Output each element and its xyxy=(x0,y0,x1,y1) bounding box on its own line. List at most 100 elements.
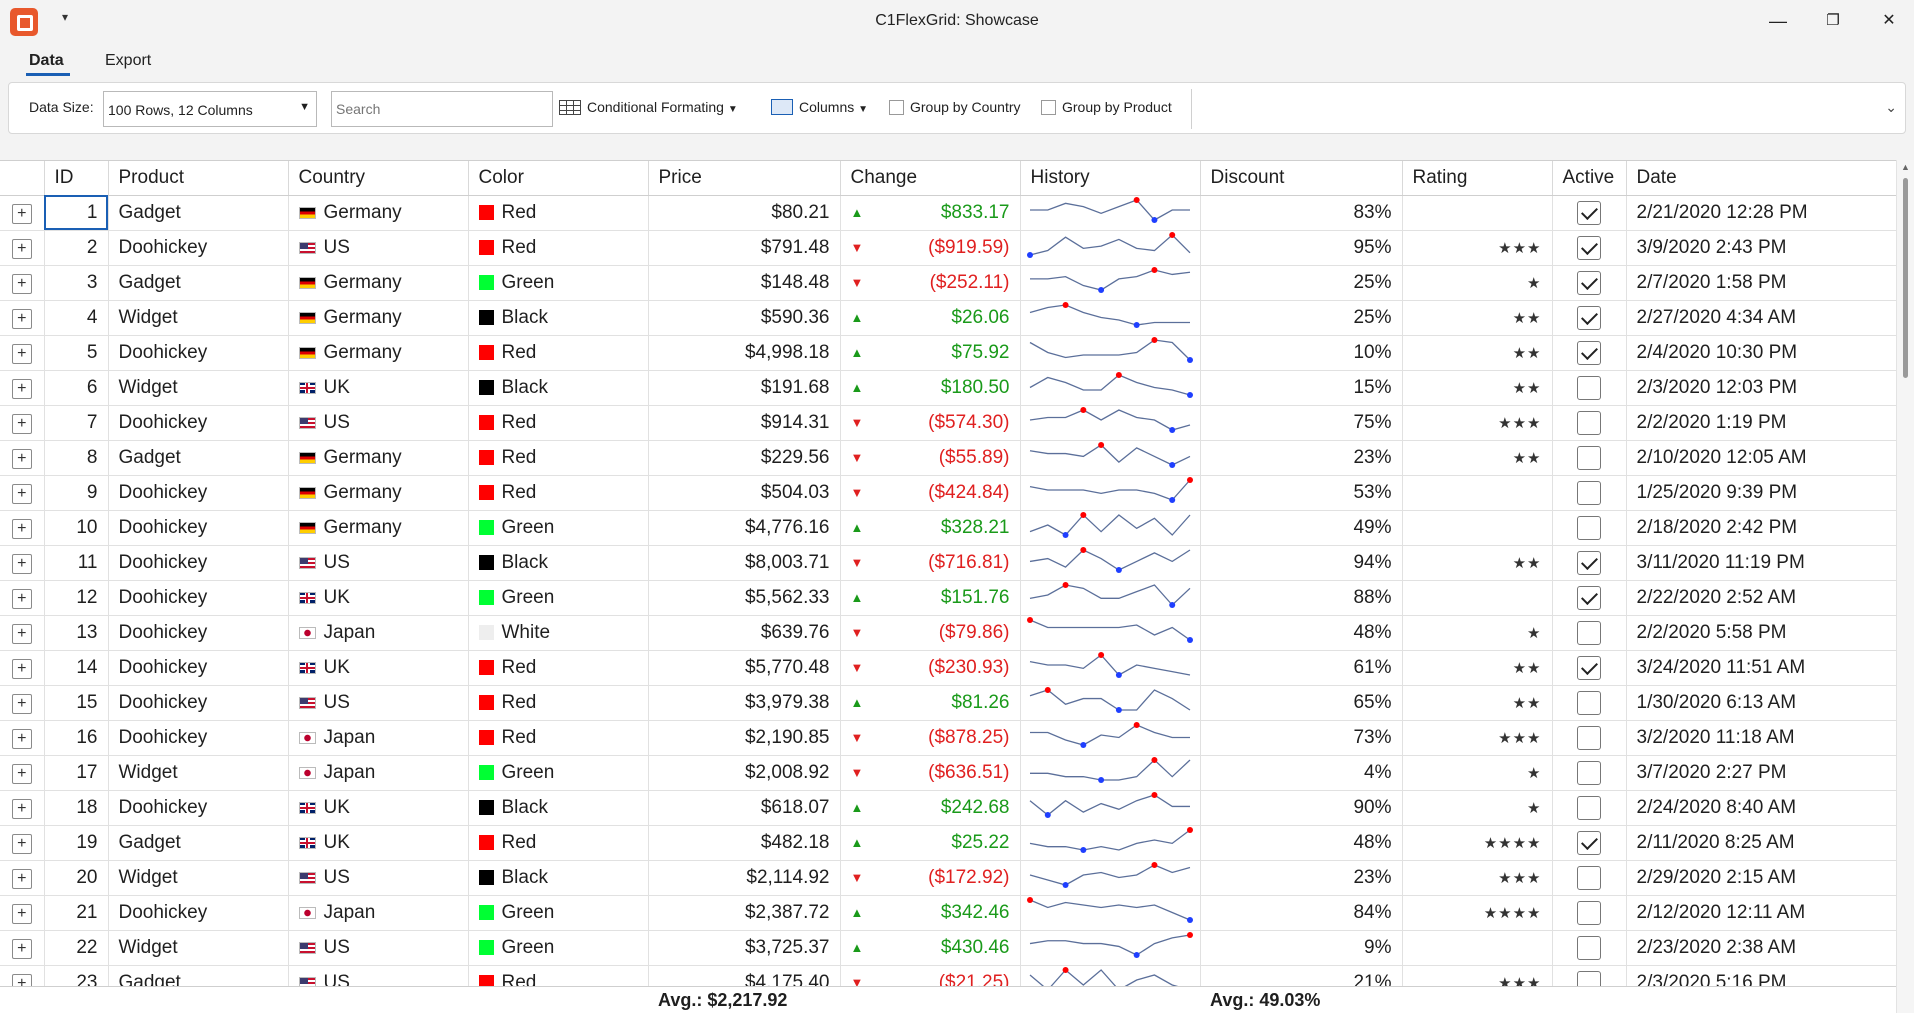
product-cell[interactable]: Widget xyxy=(108,755,289,791)
active-checkbox[interactable] xyxy=(1577,550,1601,575)
change-cell[interactable]: ▲ $242.68 xyxy=(840,790,1021,826)
product-cell[interactable]: Doohickey xyxy=(108,580,289,616)
row-expand-cell[interactable]: + xyxy=(0,545,45,581)
row-expand-cell[interactable]: + xyxy=(0,440,45,476)
change-cell[interactable]: ▼ ($878.25) xyxy=(840,720,1021,756)
column-header-country[interactable]: Country xyxy=(288,161,469,196)
active-cell[interactable] xyxy=(1552,685,1627,721)
color-cell[interactable]: Red xyxy=(468,230,649,266)
change-cell[interactable]: ▲ $342.46 xyxy=(840,895,1021,931)
active-checkbox[interactable] xyxy=(1577,410,1601,435)
search-input[interactable] xyxy=(331,91,553,127)
scroll-up-icon[interactable]: ▲ xyxy=(1901,162,1910,172)
flex-grid[interactable]: ID Product Country Color Price Change Hi… xyxy=(0,160,1914,1013)
expand-row-icon[interactable]: + xyxy=(11,343,32,364)
country-cell[interactable]: Japan xyxy=(288,895,469,931)
id-cell[interactable]: 19 xyxy=(44,825,109,861)
active-checkbox[interactable] xyxy=(1577,585,1601,610)
date-cell[interactable]: 3/11/2020 11:19 PM xyxy=(1626,545,1897,581)
country-cell[interactable]: Germany xyxy=(288,475,469,511)
active-cell[interactable] xyxy=(1552,650,1627,686)
date-cell[interactable]: 1/30/2020 6:13 AM xyxy=(1626,685,1897,721)
product-cell[interactable]: Widget xyxy=(108,930,289,966)
id-cell[interactable]: 7 xyxy=(44,405,109,441)
change-cell[interactable]: ▲ $151.76 xyxy=(840,580,1021,616)
change-cell[interactable]: ▼ ($716.81) xyxy=(840,545,1021,581)
country-cell[interactable]: US xyxy=(288,685,469,721)
date-cell[interactable]: 2/18/2020 2:42 PM xyxy=(1626,510,1897,546)
rating-cell[interactable] xyxy=(1402,930,1553,966)
product-cell[interactable]: Doohickey xyxy=(108,615,289,651)
table-row[interactable]: +15 Doohickey US Red $3,979.38 ▲ $81.26 65% ★★ 1/… xyxy=(0,685,1897,721)
product-cell[interactable]: Doohickey xyxy=(108,545,289,581)
color-cell[interactable]: Black xyxy=(468,790,649,826)
color-cell[interactable]: Green xyxy=(468,930,649,966)
column-header-date[interactable]: Date xyxy=(1626,161,1897,196)
price-cell[interactable]: $229.56 xyxy=(648,440,841,476)
product-cell[interactable]: Widget xyxy=(108,300,289,336)
rating-cell[interactable]: ★★★ xyxy=(1402,860,1553,896)
active-checkbox[interactable] xyxy=(1577,445,1601,470)
country-cell[interactable]: UK xyxy=(288,370,469,406)
product-cell[interactable]: Gadget xyxy=(108,265,289,301)
country-cell[interactable]: Germany xyxy=(288,335,469,371)
price-cell[interactable]: $3,725.37 xyxy=(648,930,841,966)
active-checkbox[interactable] xyxy=(1577,340,1601,365)
product-cell[interactable]: Doohickey xyxy=(108,230,289,266)
rating-cell[interactable]: ★★ xyxy=(1402,300,1553,336)
expand-row-icon[interactable]: + xyxy=(11,588,32,609)
price-cell[interactable]: $8,003.71 xyxy=(648,545,841,581)
active-checkbox[interactable] xyxy=(1577,200,1601,225)
active-cell[interactable] xyxy=(1552,300,1627,336)
discount-cell[interactable]: 25% xyxy=(1200,265,1403,301)
expand-row-icon[interactable]: + xyxy=(11,308,32,329)
rating-cell[interactable]: ★ xyxy=(1402,265,1553,301)
date-cell[interactable]: 2/12/2020 12:11 AM xyxy=(1626,895,1897,931)
price-cell[interactable]: $639.76 xyxy=(648,615,841,651)
id-cell[interactable]: 6 xyxy=(44,370,109,406)
date-cell[interactable]: 3/7/2020 2:27 PM xyxy=(1626,755,1897,791)
table-row[interactable]: +5 Doohickey Germany Red $4,998.18 ▲ $75.92 10%… xyxy=(0,335,1897,371)
table-row[interactable]: +9 Doohickey Germany Red $504.03 ▼ ($424.84) 53… xyxy=(0,475,1897,511)
active-cell[interactable] xyxy=(1552,195,1627,231)
history-cell[interactable] xyxy=(1020,825,1201,861)
active-cell[interactable] xyxy=(1552,230,1627,266)
history-cell[interactable] xyxy=(1020,265,1201,301)
price-cell[interactable]: $791.48 xyxy=(648,230,841,266)
discount-cell[interactable]: 84% xyxy=(1200,895,1403,931)
history-cell[interactable] xyxy=(1020,895,1201,931)
color-cell[interactable]: Black xyxy=(468,545,649,581)
rating-cell[interactable]: ★★ xyxy=(1402,650,1553,686)
row-expand-cell[interactable]: + xyxy=(0,720,45,756)
checkbox-box[interactable] xyxy=(1041,100,1056,115)
rating-cell[interactable]: ★ xyxy=(1402,615,1553,651)
row-expand-cell[interactable]: + xyxy=(0,475,45,511)
change-cell[interactable]: ▲ $26.06 xyxy=(840,300,1021,336)
discount-cell[interactable]: 23% xyxy=(1200,860,1403,896)
active-cell[interactable] xyxy=(1552,825,1627,861)
date-cell[interactable]: 2/29/2020 2:15 AM xyxy=(1626,860,1897,896)
table-row[interactable]: +21 Doohickey Japan Green $2,387.72 ▲ $342.46 8… xyxy=(0,895,1897,931)
discount-cell[interactable]: 48% xyxy=(1200,825,1403,861)
price-cell[interactable]: $4,998.18 xyxy=(648,335,841,371)
rating-cell[interactable]: ★★★ xyxy=(1402,720,1553,756)
column-header-id[interactable]: ID xyxy=(44,161,109,196)
rating-cell[interactable]: ★ xyxy=(1402,755,1553,791)
change-cell[interactable]: ▲ $25.22 xyxy=(840,825,1021,861)
color-cell[interactable]: Red xyxy=(468,195,649,231)
column-header-discount[interactable]: Discount xyxy=(1200,161,1403,196)
color-cell[interactable]: Green xyxy=(468,755,649,791)
id-cell[interactable]: 9 xyxy=(44,475,109,511)
color-cell[interactable]: Red xyxy=(468,440,649,476)
change-cell[interactable]: ▼ ($230.93) xyxy=(840,650,1021,686)
tab-data[interactable]: Data xyxy=(29,52,64,69)
active-cell[interactable] xyxy=(1552,545,1627,581)
expand-row-icon[interactable]: + xyxy=(11,203,32,224)
expand-row-icon[interactable]: + xyxy=(11,553,32,574)
color-cell[interactable]: Green xyxy=(468,265,649,301)
table-row[interactable]: +6 Widget UK Black $191.68 ▲ $180.50 15% ★★ 2/3/2… xyxy=(0,370,1897,406)
expand-row-icon[interactable]: + xyxy=(11,938,32,959)
row-expand-cell[interactable]: + xyxy=(0,685,45,721)
table-row[interactable]: +14 Doohickey UK Red $5,770.48 ▼ ($230.93) 61% ★… xyxy=(0,650,1897,686)
expand-row-icon[interactable]: + xyxy=(11,518,32,539)
